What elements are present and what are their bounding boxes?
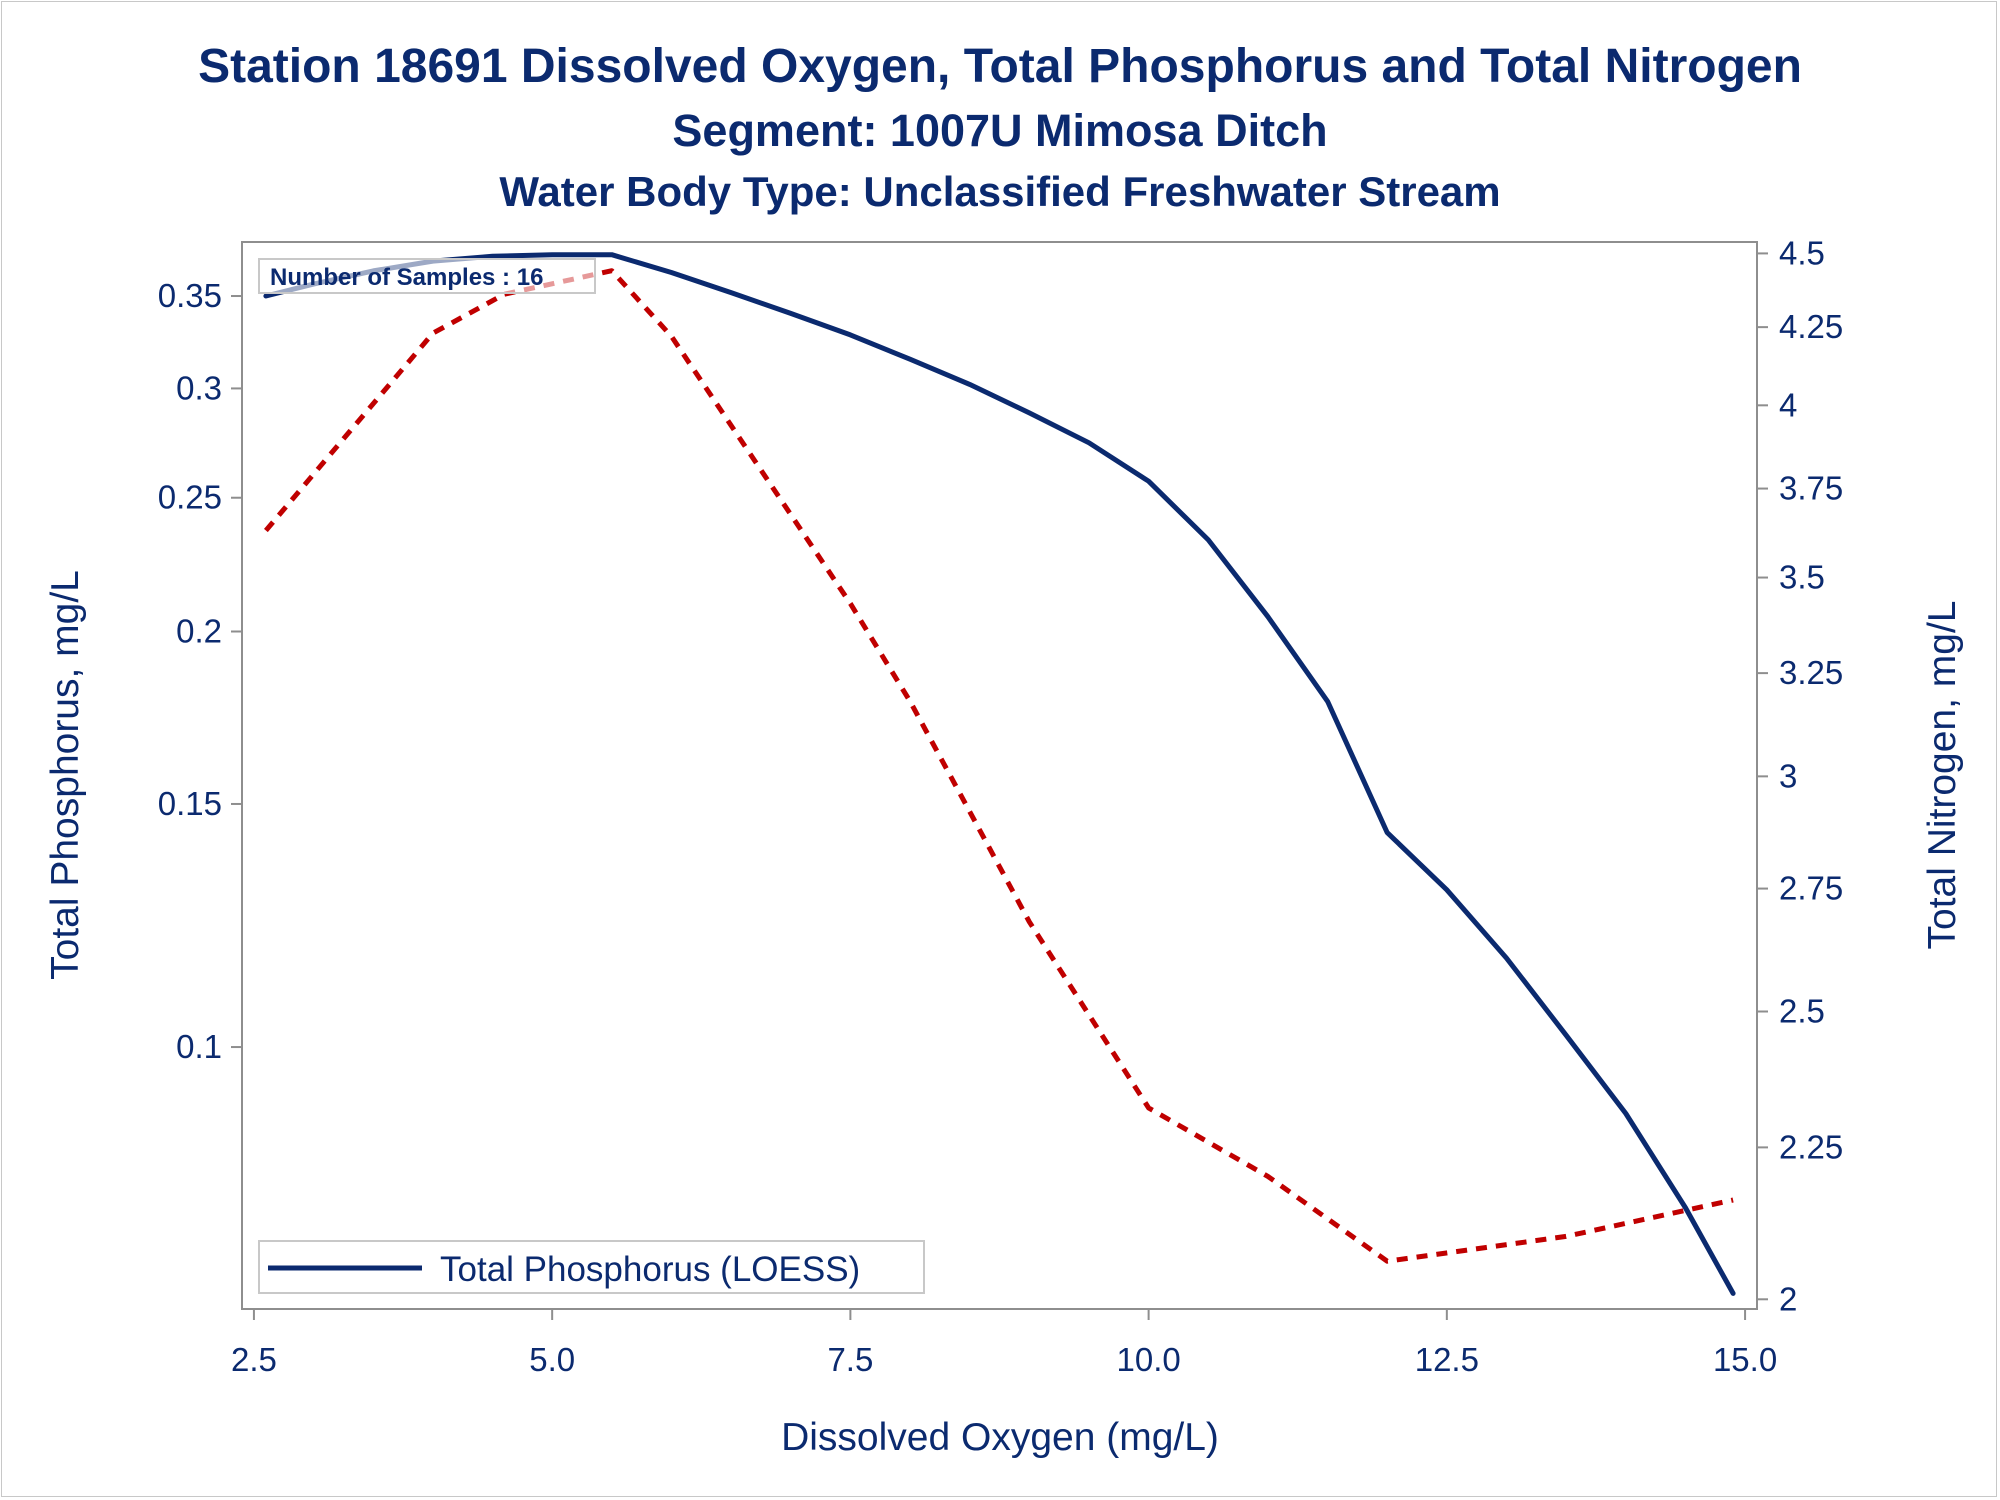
left-y-tick-label: 0.3: [176, 369, 222, 406]
chart-subtitle-waterbody: Water Body Type: Unclassified Freshwater…: [499, 168, 1500, 215]
left-y-tick-label: 0.1: [176, 1028, 222, 1065]
left-y-axis: 0.1 0.15 0.2 0.25 0.3 0.35: [158, 277, 242, 1065]
x-tick-label: 7.5: [827, 1341, 873, 1378]
chart-title: Station 18691 Dissolved Oxygen, Total Ph…: [198, 40, 1802, 93]
legend-label-phosphorus: Total Phosphorus (LOESS): [440, 1250, 860, 1289]
left-y-axis-label: Total Phosphorus, mg/L: [44, 570, 87, 980]
left-y-tick-label: 0.25: [158, 479, 222, 516]
chart-subtitle-segment: Segment: 1007U Mimosa Ditch: [672, 105, 1327, 156]
right-y-tick-label: 3.75: [1779, 470, 1843, 507]
right-y-tick-label: 2.25: [1779, 1128, 1843, 1165]
series-line-total-phosphorus: [263, 252, 1736, 1296]
right-y-tick-label: 4: [1779, 386, 1797, 423]
x-tick-label: 15.0: [1713, 1341, 1777, 1378]
x-tick-label: 12.5: [1415, 1341, 1479, 1378]
sample-count-label: Number of Samples : 16: [270, 264, 543, 291]
x-tick-label: 10.0: [1116, 1341, 1180, 1378]
series-line-total-nitrogen: [263, 268, 1734, 1264]
sample-count-box: [258, 258, 596, 294]
right-y-tick-label: 2.75: [1779, 870, 1843, 907]
right-y-tick-label: 3.25: [1779, 654, 1843, 691]
x-axis: 2.5 5.0 7.5 10.0 12.5 15.0: [231, 1309, 1777, 1378]
x-tick-label: 5.0: [529, 1341, 575, 1378]
legend: Total Phosphorus (LOESS): [258, 1240, 925, 1294]
right-y-axis-label: Total Nitrogen, mg/L: [1921, 600, 1964, 949]
sample-count-inset: Number of Samples : 16: [258, 258, 596, 294]
left-y-tick-label: 0.35: [158, 277, 222, 314]
left-y-tick-label: 0.2: [176, 613, 222, 650]
series-layer: [263, 252, 1736, 1296]
plot-area: [241, 241, 1758, 1310]
right-y-tick-label: 2: [1779, 1280, 1797, 1317]
right-y-tick-label: 2.5: [1779, 992, 1825, 1029]
right-y-tick-label: 4.25: [1779, 308, 1843, 345]
right-y-tick-label: 4.5: [1779, 234, 1825, 271]
right-y-tick-label: 3.5: [1779, 559, 1825, 596]
right-y-axis: 2 2.25 2.5 2.75 3 3.25 3.5 3.75 4 4.25 4.5: [1757, 234, 1843, 1317]
x-axis-label: Dissolved Oxygen (mg/L): [781, 1416, 1219, 1459]
right-y-tick-label: 3: [1779, 757, 1797, 794]
left-y-tick-label: 0.15: [158, 785, 222, 822]
x-tick-label: 2.5: [231, 1341, 277, 1378]
